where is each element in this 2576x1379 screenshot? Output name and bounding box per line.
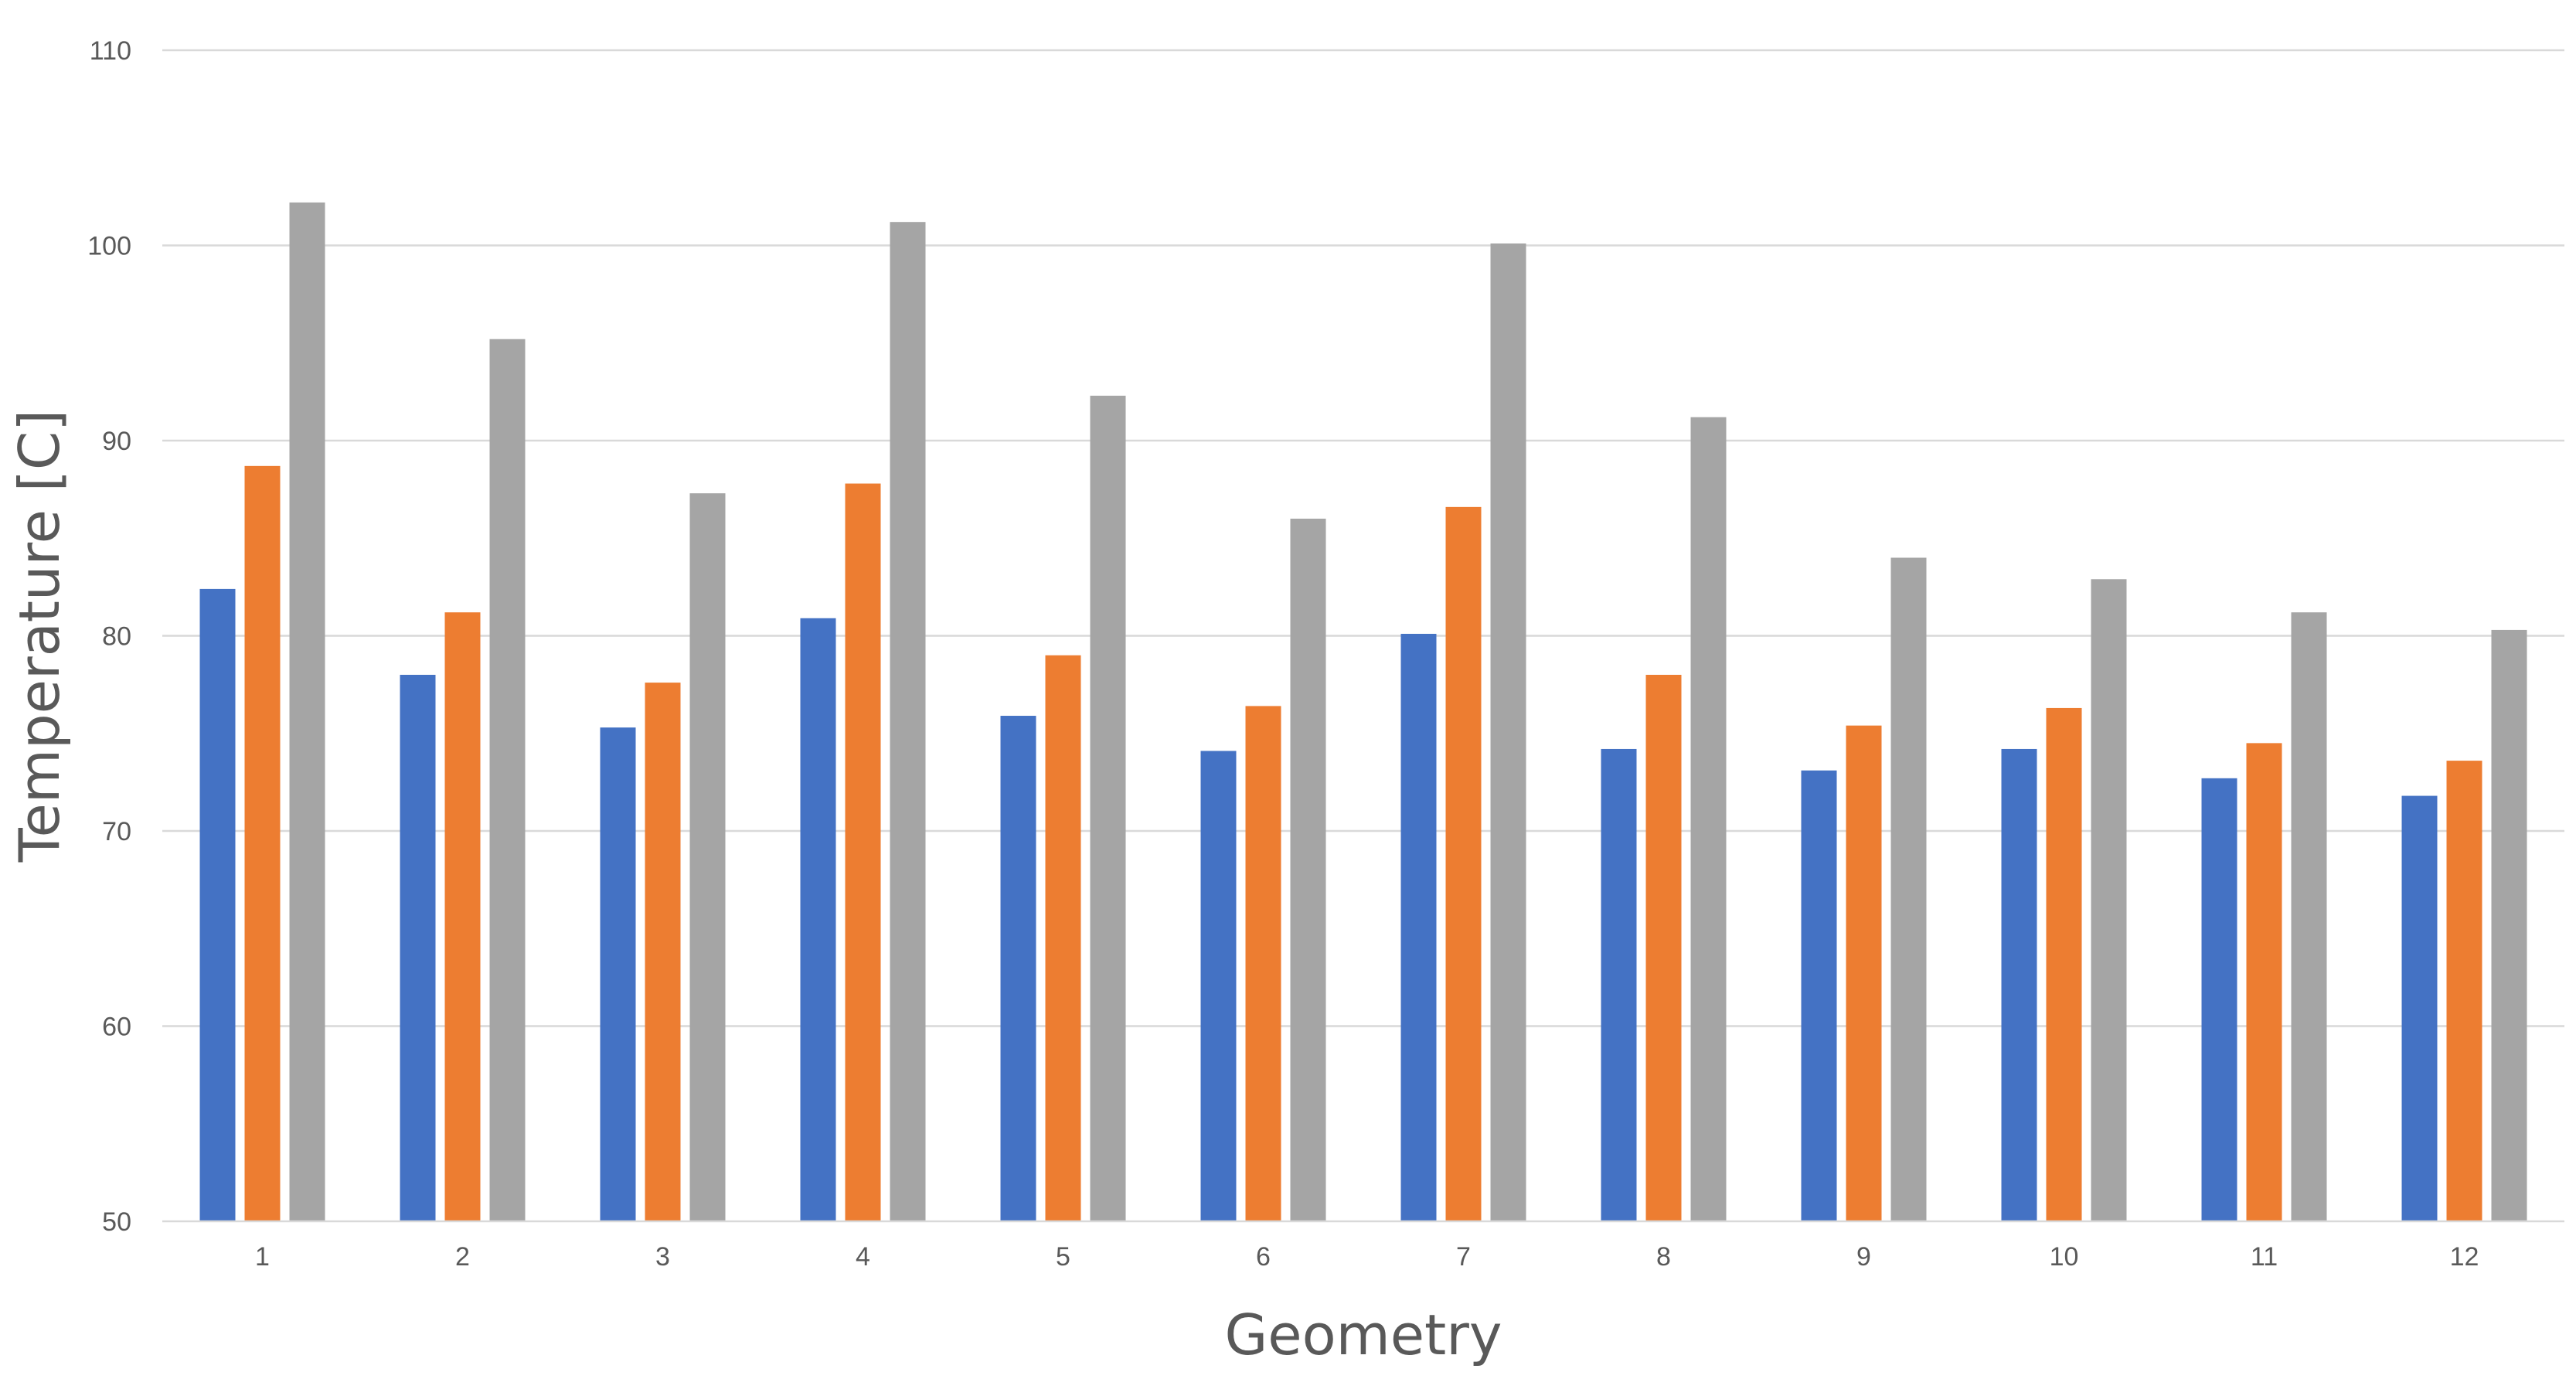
x-tick-label: 11: [2251, 1242, 2278, 1272]
bar-series-3-geometry-9: [1890, 557, 1927, 1221]
x-tick-label: 6: [1256, 1242, 1271, 1272]
bar-series-2-geometry-5: [1045, 655, 1081, 1221]
bar-series-2-geometry-12: [2446, 761, 2482, 1221]
bar-series-2-geometry-6: [1245, 706, 1281, 1221]
bar-series-1-geometry-4: [800, 618, 836, 1221]
bar-series-1-geometry-11: [2201, 778, 2237, 1221]
y-tick-label: 110: [90, 36, 131, 66]
bar-series-1-geometry-2: [400, 675, 436, 1221]
bar-series-2-geometry-10: [2046, 707, 2082, 1221]
bar-series-3-geometry-8: [1690, 417, 1727, 1222]
bar-series-1-geometry-12: [2401, 795, 2438, 1221]
bar-series-3-geometry-4: [890, 222, 926, 1222]
x-tick-label: 7: [1456, 1242, 1471, 1272]
bar-series-2-geometry-2: [444, 612, 481, 1221]
bar-series-3-geometry-12: [2491, 629, 2527, 1221]
y-tick-label: 100: [87, 232, 131, 261]
x-tick-label: 12: [2450, 1242, 2479, 1272]
bar-series-1-geometry-6: [1200, 751, 1237, 1221]
y-axis-tick-labels: 50 60 70 80 90 100 110: [87, 36, 131, 1237]
bar-series-1-geometry-9: [1801, 770, 1837, 1221]
bars: [199, 202, 2527, 1222]
bar-series-2-geometry-4: [845, 483, 881, 1221]
bar-series-3-geometry-1: [289, 202, 325, 1222]
bar-series-2-geometry-3: [645, 683, 681, 1221]
bar-series-1-geometry-10: [2001, 748, 2037, 1221]
gridlines: [162, 49, 2564, 1027]
x-tick-label: 8: [1656, 1242, 1671, 1272]
x-tick-label: 1: [255, 1242, 270, 1272]
x-axis-tick-labels: 1 2 3 4 5 6 7 8 9 10 11 12: [255, 1242, 2479, 1272]
x-tick-label: 5: [1056, 1242, 1070, 1272]
bar-series-2-geometry-1: [244, 465, 281, 1221]
bar-series-2-geometry-9: [1846, 725, 1882, 1221]
bar-series-3-geometry-6: [1290, 519, 1326, 1221]
y-tick-label: 90: [102, 427, 131, 456]
bar-series-3-geometry-11: [2291, 612, 2327, 1221]
bar-series-2-geometry-11: [2246, 743, 2282, 1221]
x-tick-label: 2: [455, 1242, 470, 1272]
bar-series-3-geometry-2: [489, 339, 526, 1222]
y-tick-label: 70: [102, 817, 131, 846]
y-tick-label: 60: [102, 1013, 131, 1042]
x-tick-label: 9: [1856, 1242, 1871, 1272]
y-tick-label: 50: [102, 1207, 131, 1237]
x-tick-label: 10: [2050, 1242, 2079, 1272]
bar-series-3-geometry-7: [1490, 243, 1526, 1222]
bar-series-2-geometry-7: [1445, 506, 1482, 1221]
y-tick-label: 80: [102, 622, 131, 652]
bar-series-3-geometry-10: [2091, 579, 2127, 1221]
bar-series-3-geometry-3: [689, 493, 726, 1221]
x-tick-label: 4: [856, 1242, 870, 1272]
bar-series-3-geometry-5: [1090, 395, 1126, 1221]
bar-series-2-geometry-8: [1645, 675, 1682, 1221]
y-axis-title: Temperature [C]: [7, 410, 72, 863]
bar-series-1-geometry-1: [199, 588, 236, 1221]
bar-series-1-geometry-3: [600, 727, 636, 1221]
bar-series-1-geometry-5: [1000, 716, 1036, 1221]
x-tick-label: 3: [655, 1242, 670, 1272]
x-axis-title: Geometry: [1224, 1302, 1502, 1367]
bar-series-1-geometry-8: [1601, 748, 1637, 1221]
bar-series-1-geometry-7: [1400, 633, 1437, 1221]
